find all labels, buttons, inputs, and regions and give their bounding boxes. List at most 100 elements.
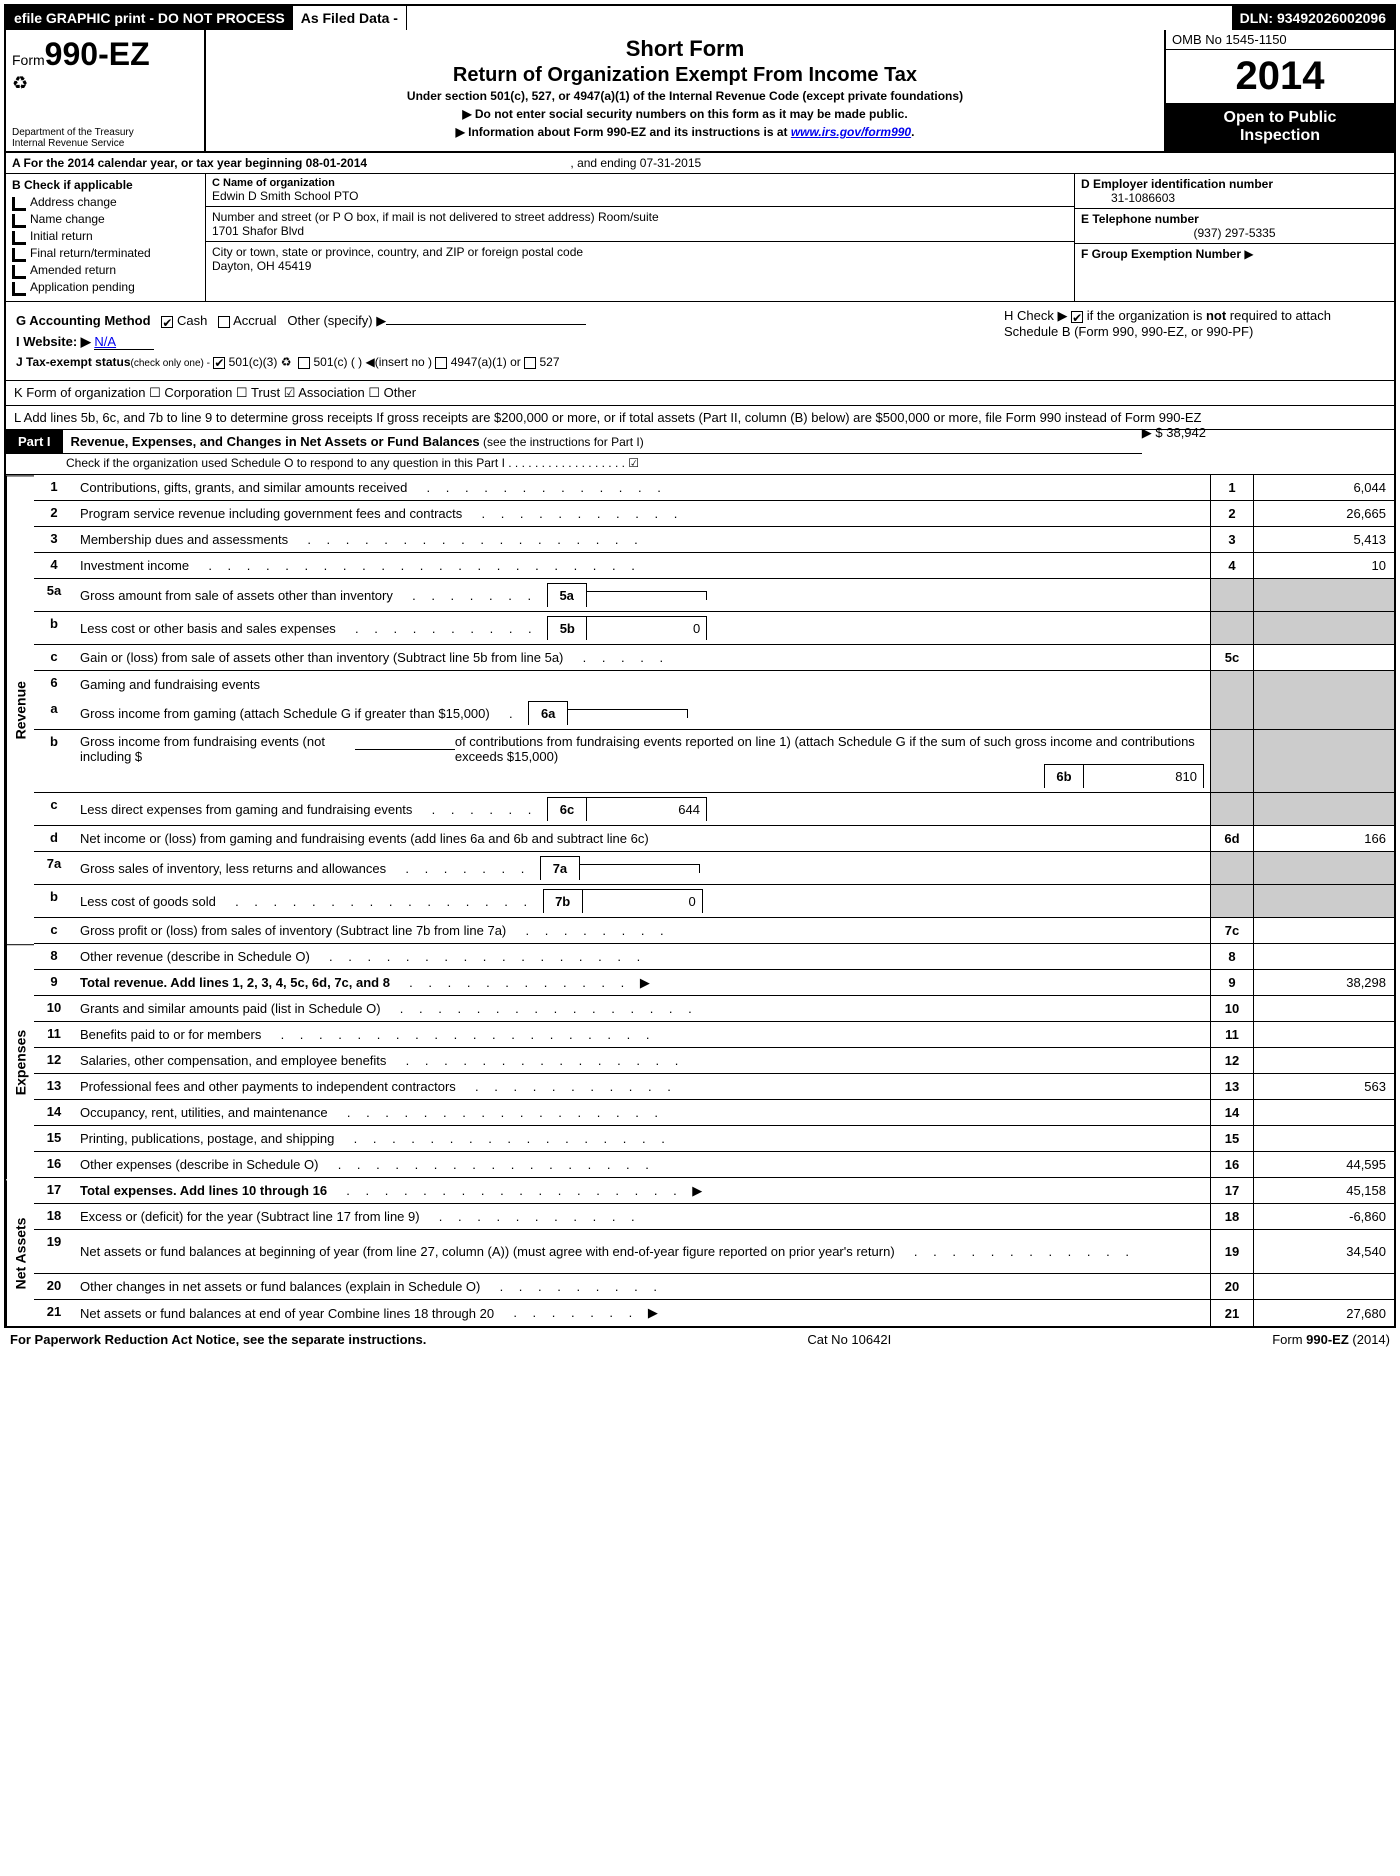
header-left: Form990-EZ ♻ Department of the Treasury … [6, 30, 206, 151]
line-17-value: 45,158 [1254, 1178, 1394, 1203]
footer-left: For Paperwork Reduction Act Notice, see … [10, 1332, 426, 1347]
row-l-amount: ▶ $ 38,942 [1142, 425, 1206, 441]
chk-name-change[interactable]: Name change [12, 212, 199, 226]
h-checkbox-checked[interactable] [1071, 311, 1083, 323]
g-other-input[interactable] [386, 324, 586, 325]
dept-line1: Department of the Treasury [12, 127, 134, 138]
city-label: City or town, state or province, country… [212, 245, 1068, 259]
line-7a-value [580, 864, 700, 873]
footer-row: For Paperwork Reduction Act Notice, see … [4, 1328, 1396, 1351]
column-d-e-f: D Employer identification number 31-1086… [1074, 174, 1394, 301]
side-labels: Revenue Expenses Net Assets [6, 475, 34, 1326]
line-2: 2 Program service revenue including gove… [34, 501, 1394, 527]
open-public-badge: Open to Public Inspection [1166, 103, 1394, 151]
row-l: L Add lines 5b, 6c, and 7b to line 9 to … [6, 406, 1394, 430]
dept-line2: Internal Revenue Service [12, 138, 134, 149]
j-501c3: 501(c)(3) [229, 355, 278, 369]
schedule-o-line: Check if the organization used Schedule … [6, 454, 1394, 475]
side-expenses: Expenses [6, 944, 34, 1179]
line-1: 1 Contributions, gifts, grants, and simi… [34, 475, 1394, 501]
row-a-label: A For the 2014 calendar year, or tax yea… [12, 156, 367, 170]
chk-app-pending[interactable]: Application pending [12, 280, 199, 294]
line-11-value [1254, 1022, 1394, 1047]
checkbox-icon [12, 248, 26, 262]
line-7c: c Gross profit or (loss) from sales of i… [34, 918, 1394, 944]
topbar-dln: DLN: 93492026002096 [1232, 6, 1394, 30]
header-right: OMB No 1545-1150 2014 Open to Public Ins… [1164, 30, 1394, 151]
org-name-value: Edwin D Smith School PTO [212, 189, 1068, 203]
line-5c: c Gain or (loss) from sale of assets oth… [34, 645, 1394, 671]
line-12-value [1254, 1048, 1394, 1073]
row-k: K Form of organization ☐ Corporation ☐ T… [6, 381, 1394, 406]
line-16-value: 44,595 [1254, 1152, 1394, 1177]
line-19: 19 Net assets or fund balances at beginn… [34, 1230, 1394, 1274]
website-value[interactable]: N/A [94, 334, 154, 350]
street-label: Number and street (or P O box, if mail i… [212, 210, 1068, 224]
chk-amended[interactable]: Amended return [12, 263, 199, 277]
line-18: 18 Excess or (deficit) for the year (Sub… [34, 1204, 1394, 1230]
j-501c3-checkbox[interactable] [213, 357, 225, 369]
line-6c-value: 644 [587, 797, 707, 821]
part1-title: Revenue, Expenses, and Changes in Net As… [63, 434, 1142, 449]
chk-initial-return[interactable]: Initial return [12, 229, 199, 243]
h-not: not [1206, 308, 1226, 323]
footer-right: Form 990-EZ (2014) [1272, 1332, 1390, 1347]
section-h: H Check ▶ if the organization is not req… [1004, 308, 1384, 339]
j-501c-checkbox[interactable] [298, 357, 310, 369]
g-accrual: Accrual [233, 313, 276, 328]
group-label: F Group Exemption Number [1081, 247, 1241, 261]
chk-address-change[interactable]: Address change [12, 195, 199, 209]
form-container: efile GRAPHIC print - DO NOT PROCESS As … [4, 4, 1396, 1328]
line-10: 10 Grants and similar amounts paid (list… [34, 996, 1394, 1022]
street-value: 1701 Shafor Blvd [212, 224, 1068, 238]
j-4947-checkbox[interactable] [435, 357, 447, 369]
line-13-value: 563 [1254, 1074, 1394, 1099]
org-name-label: C Name of organization [212, 177, 1068, 189]
g-label: G Accounting Method [16, 313, 151, 328]
line-7c-value [1254, 918, 1394, 943]
row-a-ending: , and ending 07-31-2015 [570, 156, 701, 170]
line-4: 4 Investment income . . . . . . . . . . … [34, 553, 1394, 579]
chk-final-return[interactable]: Final return/terminated [12, 246, 199, 260]
column-c: C Name of organization Edwin D Smith Sch… [206, 174, 1074, 301]
g-accrual-checkbox[interactable] [218, 316, 230, 328]
side-revenue: Revenue [6, 475, 34, 944]
subtitle: Under section 501(c), 527, or 4947(a)(1)… [218, 89, 1152, 103]
city-value: Dayton, OH 45419 [212, 259, 1068, 273]
topbar-left: efile GRAPHIC print - DO NOT PROCESS [6, 6, 293, 30]
checkbox-icon [12, 214, 26, 228]
line-5c-value [1254, 645, 1394, 670]
line-5b-value: 0 [587, 616, 707, 640]
org-name-row: C Name of organization Edwin D Smith Sch… [206, 174, 1074, 207]
omb-number: OMB No 1545-1150 [1166, 30, 1394, 50]
ein-value: 31-1086603 [1081, 191, 1388, 205]
line-20-value [1254, 1274, 1394, 1299]
line-15: 15 Printing, publications, postage, and … [34, 1126, 1394, 1152]
j-note: (check only one) - [131, 358, 210, 369]
side-netassets: Net Assets [6, 1180, 34, 1326]
note2-pre: ▶ Information about Form 990-EZ and its … [456, 125, 791, 139]
g-cash-checkbox[interactable] [161, 316, 173, 328]
header-mid: Short Form Return of Organization Exempt… [206, 30, 1164, 151]
line-11: 11 Benefits paid to or for members . . .… [34, 1022, 1394, 1048]
irs-link[interactable]: www.irs.gov/form990 [791, 125, 911, 139]
j-527-checkbox[interactable] [524, 357, 536, 369]
line-3-value: 5,413 [1254, 527, 1394, 552]
section-g-to-j: H Check ▶ if the organization is not req… [6, 302, 1394, 381]
topbar-spacer [407, 6, 1232, 30]
line-j: J Tax-exempt status(check only one) - 50… [16, 355, 1384, 369]
line-14-value [1254, 1100, 1394, 1125]
line-10-value [1254, 996, 1394, 1021]
dept-text: Department of the Treasury Internal Reve… [12, 127, 134, 149]
line-6d-value: 166 [1254, 826, 1394, 851]
j-501c: 501(c) ( ) ◀(insert no ) [313, 355, 432, 369]
short-form-title: Short Form [218, 36, 1152, 62]
form-prefix: Form [12, 52, 45, 68]
line-19-value: 34,540 [1254, 1230, 1394, 1273]
g-other: Other (specify) ▶ [287, 313, 386, 328]
j-label: J Tax-exempt status [16, 355, 131, 369]
recycle-icon: ♻ [12, 73, 198, 94]
line-7a: 7a Gross sales of inventory, less return… [34, 852, 1394, 885]
line-5b: b Less cost or other basis and sales exp… [34, 612, 1394, 645]
i-label: I Website: ▶ [16, 334, 91, 349]
